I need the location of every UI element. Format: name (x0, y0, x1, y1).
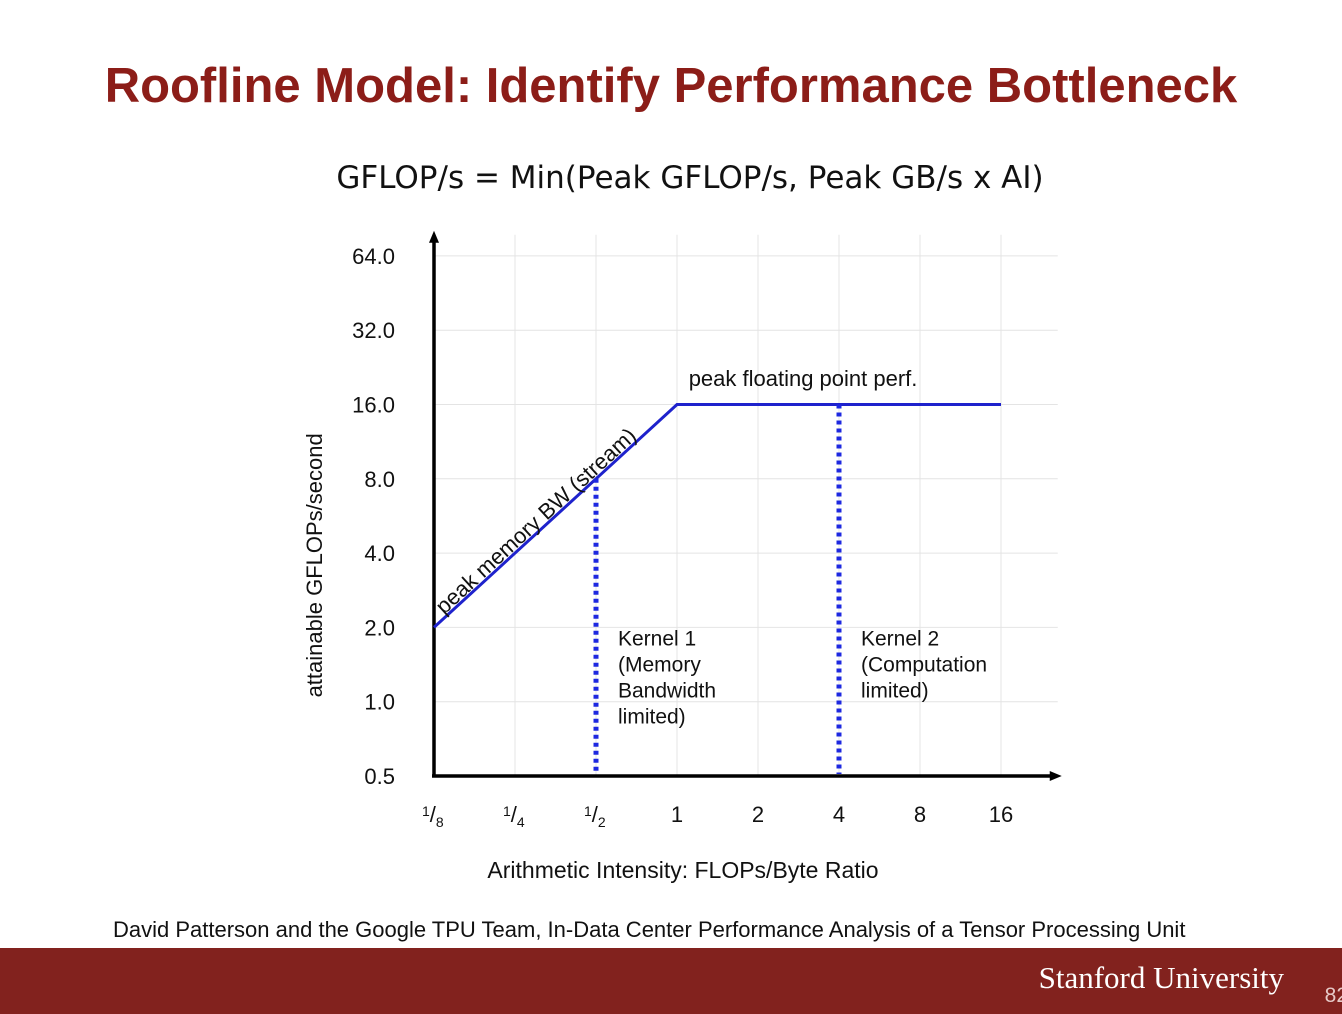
kernel-label: Kernel 2 (Computation limited) (861, 627, 987, 702)
kernel-label: Kernel 1 (Memory Bandwidth limited) (618, 627, 716, 728)
y-tick-label: 1.0 (364, 690, 395, 715)
roofline-series (432, 403, 1001, 629)
roofline-formula: GFLOP/s = Min(Peak GFLOP/s, Peak GB/s x … (336, 160, 1044, 196)
y-tick-label: 64.0 (352, 244, 395, 269)
chart-labels: 0.5 1.0 2.0 4.0 8.0 16.0 32.0 64.0 1/8 1/4 1/2 1 2 4 8… (302, 244, 1013, 883)
footer-bar: Stanford University 82 (0, 948, 1342, 1014)
y-tick-label: 2.0 (364, 615, 395, 640)
citation: David Patterson and the Google TPU Team,… (113, 917, 1186, 942)
x-tick-label: 8 (914, 802, 926, 827)
y-axis-arrow (429, 230, 439, 243)
peak-compute-label: peak floating point perf. (689, 366, 918, 391)
x-axis-title: Arithmetic Intensity: FLOPs/Byte Ratio (487, 857, 878, 883)
footer-university-name: Stanford University (1038, 960, 1284, 995)
y-tick-label: 8.0 (364, 467, 395, 492)
chart-axes (429, 230, 1062, 781)
chart-kernels (593, 404, 842, 774)
slide-title: Roofline Model: Identify Performance Bot… (104, 59, 1238, 113)
x-tick-label: 16 (989, 802, 1013, 827)
y-tick-label: 4.0 (364, 541, 395, 566)
x-tick-label: 4 (833, 802, 845, 827)
x-tick-label: 1/2 (584, 802, 606, 830)
x-tick-label: 1/8 (422, 802, 444, 830)
x-tick-label: 2 (752, 802, 764, 827)
page-number: 82 (1324, 984, 1342, 1007)
chart-series (432, 403, 1001, 629)
x-axis-arrow (1049, 771, 1062, 781)
x-tick-label: 1 (671, 802, 683, 827)
roofline-chart: 0.5 1.0 2.0 4.0 8.0 16.0 32.0 64.0 1/8 1/4 1/2 1 2 4 8… (302, 230, 1062, 883)
y-tick-label: 16.0 (352, 393, 395, 418)
y-axis-title: attainable GFLOPs/second (302, 433, 327, 697)
chart-grid (433, 234, 1058, 777)
y-tick-label: 32.0 (352, 318, 395, 343)
y-tick-label: 0.5 (364, 764, 395, 789)
x-tick-label: 1/4 (503, 802, 525, 830)
memory-bandwidth-label: peak memory BW (stream) (430, 423, 641, 619)
